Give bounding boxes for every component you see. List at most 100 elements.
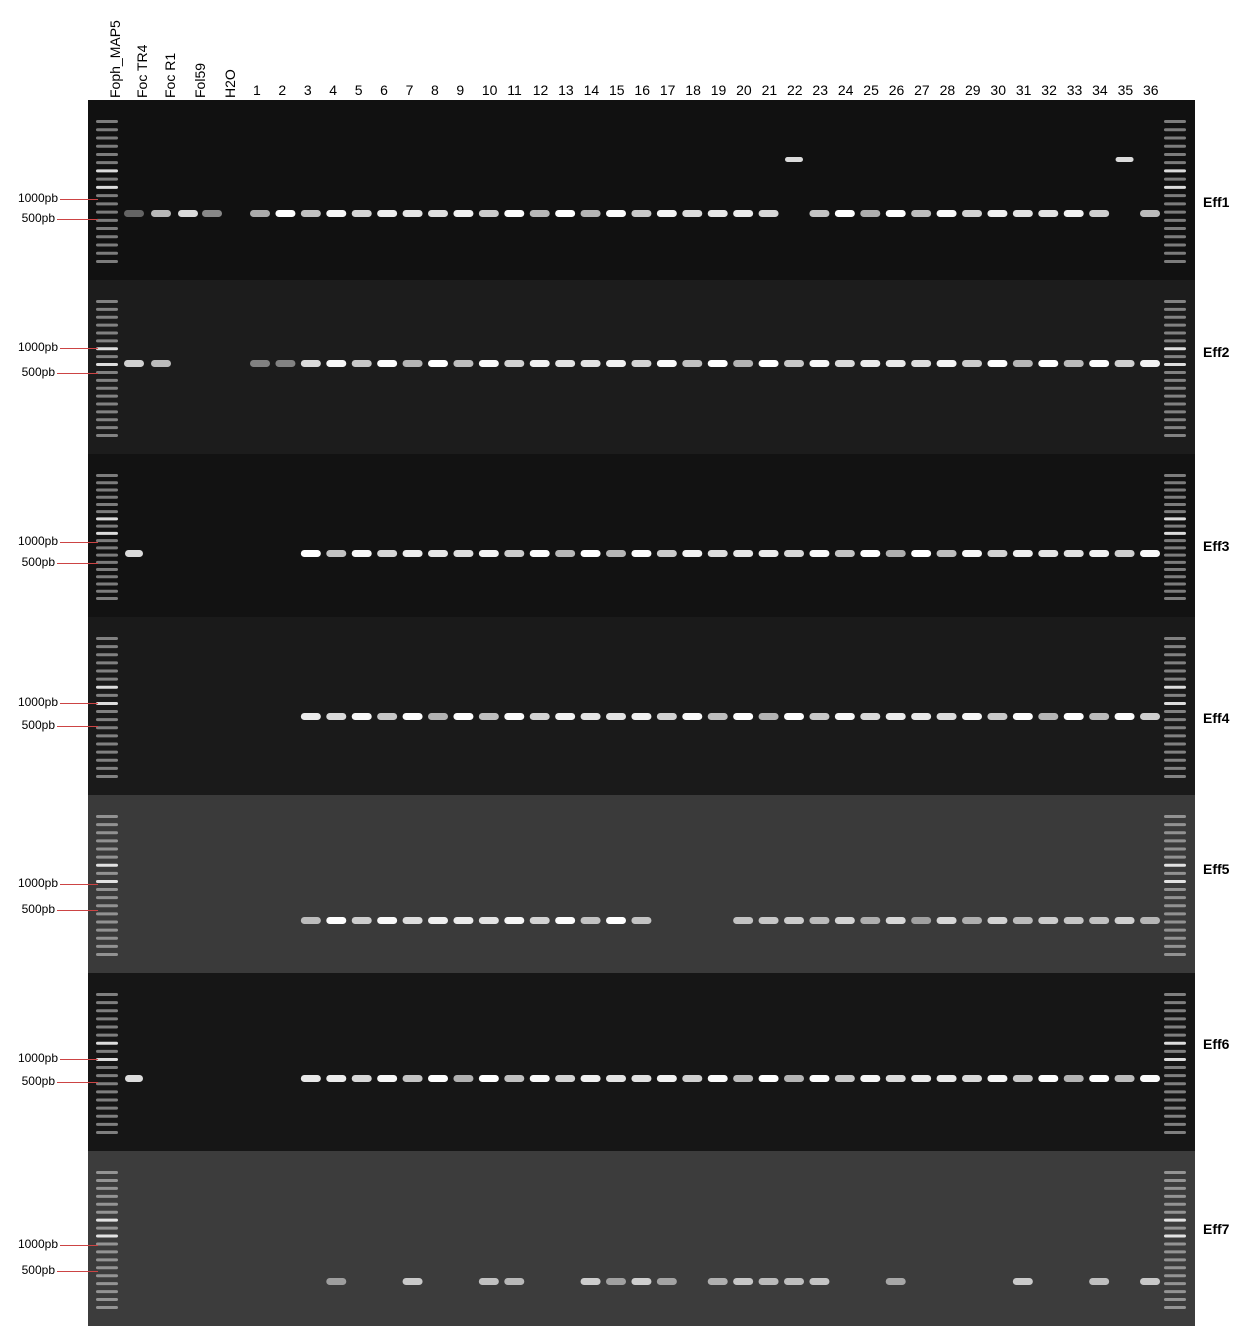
ladder-band [1164,177,1186,181]
dna-band [606,550,626,557]
dna-band [151,360,171,367]
marker-tick [60,884,98,885]
dna-band [377,210,398,217]
lane-label-sample-21: 21 [761,82,778,98]
ladder-band [96,546,118,550]
ladder-band [96,560,118,564]
ladder-band [96,251,118,255]
panel-label-eff5: Eff5 [1203,861,1230,877]
ladder-band [1164,1234,1186,1238]
ladder-band [96,710,118,714]
ladder-band [1164,758,1186,762]
dna-band [758,1075,779,1082]
ladder-band [1164,661,1186,665]
dna-band [300,713,321,720]
gel-panel-eff3 [88,454,1195,617]
ladder-band [1164,1282,1186,1286]
ladder-band [1164,243,1186,247]
ladder-band [1164,863,1186,867]
dna-band [936,1075,957,1082]
lane-label-sample-3: 3 [303,82,312,98]
ladder-band [96,701,118,705]
ladder-band [1164,1074,1186,1078]
dna-band [631,713,652,720]
dna-band [936,210,957,217]
dna-band [885,550,906,557]
dna-band [377,1075,398,1082]
dna-band [885,1278,906,1285]
ladder-band [1164,912,1186,916]
lane-label-sample-30: 30 [990,82,1006,98]
ladder-band [96,726,118,730]
ladder-band [96,370,118,374]
dna-band [580,713,601,720]
dna-band [936,917,957,924]
ladder-band [1164,339,1186,343]
dna-band [834,550,855,557]
lane-label-sample-36: 36 [1143,82,1159,98]
ladder-band [1164,370,1186,374]
dna-band [580,1278,601,1285]
dna-band [1063,360,1084,367]
ladder-band [96,347,118,351]
gel-panel-eff1 [88,100,1195,280]
ladder-band [1164,331,1186,335]
ladder-band [96,896,118,900]
marker-label-high: 1000pb [17,1051,58,1065]
lane-label-sample-18: 18 [685,82,701,98]
ladder-band [1164,481,1186,485]
ladder-band [96,1114,118,1118]
lane-label-sample-10: 10 [481,82,498,98]
dna-band [250,210,270,217]
ladder-band [1164,920,1186,924]
ladder-band [96,645,118,649]
ladder-band [1164,726,1186,730]
dna-band [1038,917,1059,924]
dna-band [936,360,957,367]
ladder-band [96,1274,118,1278]
ladder-band [96,669,118,673]
gel-image-eff1 [96,120,1186,263]
ladder-band [96,394,118,398]
marker-tick [57,726,98,727]
dna-band [682,550,703,557]
ladder-band [96,136,118,140]
ladder-band [96,488,118,492]
ladder-band [96,1194,118,1198]
ladder-band [1164,531,1186,535]
dna-band [707,550,728,557]
ladder-band [96,144,118,148]
dna-band [504,550,525,557]
ladder-band [1164,904,1186,908]
dna-band [656,1075,677,1082]
marker-label-low: 500pb [21,211,55,225]
ladder-band [96,928,118,932]
dna-band [784,713,804,720]
dna-band [962,1075,982,1082]
ladder-band [1164,1171,1186,1174]
ladder-band [1164,1210,1186,1214]
ladder-band [96,202,118,206]
dna-band [453,360,474,367]
ladder-band [1164,993,1186,996]
ladder-band [1164,1250,1186,1254]
ladder-band [96,568,118,572]
lane-label-sample-12: 12 [532,82,549,98]
dna-band [631,210,652,217]
ladder-band [1164,1049,1186,1053]
dna-band [733,1075,754,1082]
dna-band [453,1075,474,1082]
dna-band [326,917,347,924]
lane-label-sample-5: 5 [354,82,363,98]
lane-label-sample-11: 11 [507,82,522,98]
marker-label-low: 500pb [21,1074,55,1088]
dna-band [1089,550,1110,557]
dna-band [987,1075,1008,1082]
dna-band [326,550,347,557]
dna-band [478,210,499,217]
dna-band [1038,210,1059,217]
dna-band [351,713,372,720]
dna-band [911,550,932,557]
gel-panel-eff6 [88,973,1195,1151]
ladder-band [1164,1290,1186,1294]
